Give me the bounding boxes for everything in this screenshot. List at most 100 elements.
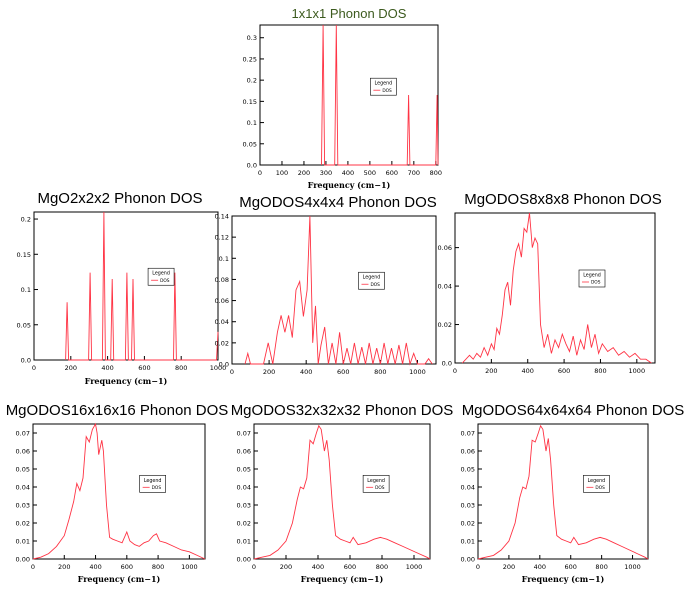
plot-frame xyxy=(259,24,439,166)
x-tick-label: 200 xyxy=(485,367,497,375)
x-tick-label: 0 xyxy=(258,169,262,177)
x-tick-label: 200 xyxy=(503,563,515,571)
x-tick-label: 0 xyxy=(453,367,457,375)
x-tick-label: 1000 xyxy=(406,563,423,571)
y-tick-label: 0.2 xyxy=(21,216,31,224)
y-tick-label: 0.03 xyxy=(237,502,251,510)
x-tick-label: 600 xyxy=(344,563,356,571)
y-tick-label: 0.07 xyxy=(237,430,251,438)
y-tick-label: 0.06 xyxy=(16,448,30,456)
y-tick-label: 0.07 xyxy=(461,430,475,438)
chart-title: MgODOS16x16x16 Phonon DOS xyxy=(6,402,229,419)
series-line-dos xyxy=(321,24,439,166)
y-tick-label: 0.25 xyxy=(243,55,257,63)
y-tick-label: 0.15 xyxy=(243,98,257,106)
legend-title: Legend xyxy=(375,81,393,87)
x-tick-label: 0 xyxy=(31,563,35,571)
y-tick-label: 0.08 xyxy=(215,276,229,284)
chart-5: MgODOS16x16x16 Phonon DOS 0.00 0.01 0.02 0.0… xyxy=(6,402,229,584)
y-tick-label: 0.15 xyxy=(17,251,31,259)
y-tick-label: 0.3 xyxy=(247,34,257,42)
legend-title: Legend xyxy=(363,275,381,281)
plot-frame xyxy=(231,215,437,365)
legend-entry-dos: DOS xyxy=(375,485,385,491)
chart-title: MgODOS8x8x8 Phonon DOS xyxy=(464,191,662,208)
legend-title: Legend xyxy=(588,478,606,484)
legend-entry-dos: DOS xyxy=(152,485,162,491)
y-tick-label: 0.1 xyxy=(219,255,229,263)
y-tick-label: 0.0 xyxy=(21,357,31,365)
x-tick-label: 0 xyxy=(32,364,36,372)
x-tick-label: 200 xyxy=(263,368,275,376)
chart-title: MgODOS4x4x4 Phonon DOS xyxy=(239,194,437,211)
legend-box xyxy=(358,271,385,290)
x-tick-label: 400 xyxy=(522,367,534,375)
x-axis-label: Frequency (cm−1) xyxy=(301,574,384,584)
chart-title: MgODOS64x64x64 Phonon DOS xyxy=(462,402,685,419)
y-tick-label: 0.05 xyxy=(237,466,251,474)
x-tick-label: 600 xyxy=(558,367,570,375)
x-tick-label: 1000 xyxy=(629,367,646,375)
legend-title: Legend xyxy=(152,271,170,277)
y-tick-label: 0.02 xyxy=(215,339,229,347)
x-tick-label: 400 xyxy=(342,169,354,177)
x-tick-label: 800 xyxy=(430,169,442,177)
y-tick-label: 0.03 xyxy=(16,502,30,510)
legend-box xyxy=(370,77,397,96)
chart-3: MgODOS4x4x4 Phonon DOS 0.0 0.02 0.04 0.06 0.0… xyxy=(215,194,437,376)
chart-2: MgO2x2x2 Phonon DOS 0.0 0.05 0.1 0.15 0.2 0 200… xyxy=(17,190,227,386)
plot-frame xyxy=(477,423,649,560)
y-tick-label: 0.2 xyxy=(247,77,257,85)
y-tick-label: 0.06 xyxy=(438,244,452,252)
chart-7: MgODOS64x64x64 Phonon DOS 0.00 0.01 0.02 0.0… xyxy=(461,402,685,584)
x-tick-label: 600 xyxy=(386,169,398,177)
legend-title: Legend xyxy=(583,273,601,279)
legend-box xyxy=(147,267,175,286)
y-tick-label: 0.01 xyxy=(237,538,251,546)
y-tick-label: 0.01 xyxy=(16,538,30,546)
x-tick-label: 600 xyxy=(565,563,577,571)
y-tick-label: 0.04 xyxy=(461,484,475,492)
x-tick-label: 1000 xyxy=(181,563,198,571)
y-tick-label: 0.1 xyxy=(247,119,257,127)
plot-frame xyxy=(253,423,431,560)
x-tick-label: 400 xyxy=(534,563,546,571)
y-tick-label: 0.01 xyxy=(461,538,475,546)
x-tick-label: 1000 xyxy=(409,368,426,376)
legend-entry-dos: DOS xyxy=(595,485,605,491)
x-tick-label: 800 xyxy=(152,563,164,571)
series-line-dos xyxy=(477,424,649,560)
y-tick-label: 0.02 xyxy=(16,520,30,528)
legend-entry-dos: DOS xyxy=(591,280,601,286)
plot-frame xyxy=(32,423,206,560)
x-tick-label: 800 xyxy=(594,367,606,375)
y-tick-label: 0.02 xyxy=(461,520,475,528)
x-tick-label: 600 xyxy=(337,368,349,376)
x-axis-label: Frequency (cm−1) xyxy=(522,574,605,584)
y-tick-label: 0.06 xyxy=(215,297,229,305)
x-tick-label: 400 xyxy=(89,563,101,571)
legend-box xyxy=(139,474,166,493)
y-tick-label: 0.05 xyxy=(243,140,257,148)
y-tick-label: 0.12 xyxy=(215,234,229,242)
legend-box xyxy=(578,269,606,288)
legend-entry-dos: DOS xyxy=(382,88,392,94)
x-tick-label: 300 xyxy=(320,169,332,177)
x-tick-label: 800 xyxy=(376,563,388,571)
x-tick-label: 400 xyxy=(312,563,324,571)
y-tick-label: 0.04 xyxy=(215,318,229,326)
x-tick-label: 600 xyxy=(121,563,133,571)
y-tick-label: 0.06 xyxy=(237,448,251,456)
x-tick-label: 700 xyxy=(408,169,420,177)
x-tick-label: 200 xyxy=(58,563,70,571)
series-line-dos xyxy=(461,212,652,364)
y-tick-label: 0.0 xyxy=(442,360,452,368)
x-tick-label: 500 xyxy=(364,169,376,177)
x-axis-label: Frequency (cm−1) xyxy=(78,574,161,584)
legend-entry-dos: DOS xyxy=(370,282,380,288)
y-tick-label: 0.07 xyxy=(16,430,30,438)
x-tick-label: 800 xyxy=(374,368,386,376)
y-tick-label: 0.14 xyxy=(215,213,229,221)
x-tick-label: 200 xyxy=(298,169,310,177)
